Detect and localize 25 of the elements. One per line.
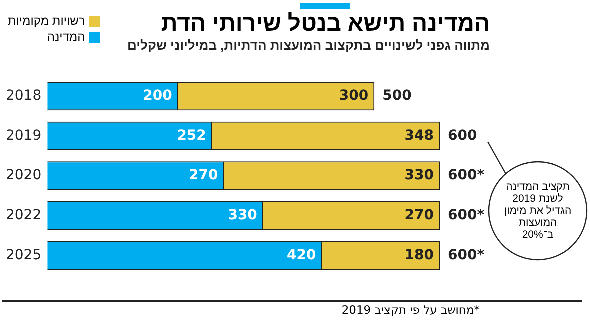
data-label: 300 xyxy=(339,88,369,104)
total-label: 500 xyxy=(382,88,412,104)
data-label: 270 xyxy=(188,168,218,184)
total-label: 600* xyxy=(448,247,486,264)
data-label: 420 xyxy=(287,247,317,264)
data-label: 200 xyxy=(143,88,173,104)
data-label: 348 xyxy=(404,128,434,144)
data-label: 252 xyxy=(177,128,206,144)
total-label: 600* xyxy=(448,168,486,184)
legend-label: המדינה xyxy=(47,30,86,44)
total-label: 600 xyxy=(448,128,478,144)
legend-label: רשויות מקומיות xyxy=(8,14,86,28)
y-tick-label: 2020 xyxy=(6,168,42,184)
y-tick-label: 2025 xyxy=(6,247,42,264)
text: *מחושב על פי תקציב 2019 xyxy=(342,303,480,317)
data-label: 330 xyxy=(404,168,434,184)
data-label: 180 xyxy=(404,247,434,264)
y-tick-label: 2018 xyxy=(6,88,42,104)
chart-subtitle: מתווה גפני לשינויים בתקצוב המועצות הדתיות, במיליוני שקלים xyxy=(128,38,490,53)
y-tick-label: 2019 xyxy=(6,128,42,144)
total-label: 600* xyxy=(448,207,486,224)
data-label: 330 xyxy=(228,207,258,224)
y-tick-label: 2022 xyxy=(6,207,42,224)
data-label: 270 xyxy=(404,207,434,224)
chart-title: המדינה תישא בנטל שירותי הדת xyxy=(161,10,490,37)
